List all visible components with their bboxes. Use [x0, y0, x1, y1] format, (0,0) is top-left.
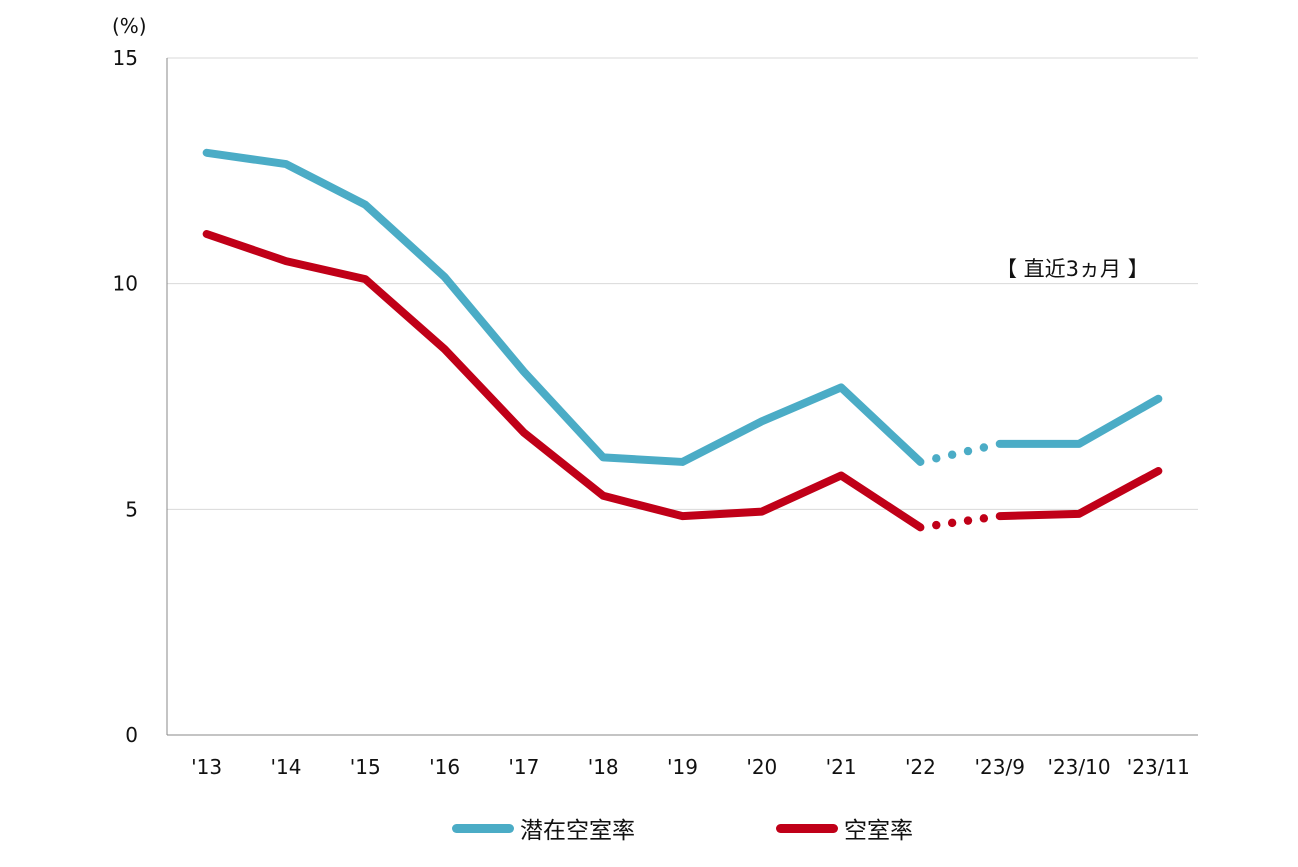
- series-1-dotted-point-2: [947, 518, 957, 528]
- series-0-dotted-point-3: [963, 446, 973, 456]
- y-tick-label-15: 15: [113, 46, 138, 70]
- series-1-dotted-point-1: [932, 520, 941, 530]
- series-1-dotted-point-4: [979, 514, 989, 523]
- series-1-dotted-point-3: [963, 516, 973, 525]
- x-tick-label-12: '23/11: [1127, 755, 1190, 779]
- series-0-dotted-point-1: [932, 454, 941, 463]
- legend-item-vacancy: 空室率: [776, 810, 913, 846]
- x-tick-label-2: '15: [350, 755, 381, 779]
- series-0-line-annual: [202, 148, 925, 466]
- x-tick-label-4: '17: [508, 755, 539, 779]
- y-tick-label-5: 5: [125, 497, 138, 521]
- axes: [166, 58, 1198, 736]
- x-tick-label-3: '16: [429, 755, 460, 779]
- recent-3-months-annotation: 【 直近3ヵ月 】: [996, 257, 1149, 281]
- legend-swatch-vacancy: [776, 823, 838, 833]
- legend-label-latent-vacancy: 潜在空室率: [520, 818, 635, 844]
- y-axis-unit-label: (%): [112, 14, 147, 38]
- x-tick-label-10: '23/9: [975, 755, 1025, 779]
- x-tick-label-11: '23/10: [1047, 755, 1110, 779]
- series-1-line-annual: [202, 230, 925, 532]
- legend-swatch-latent-vacancy: [452, 823, 514, 833]
- x-tick-label-6: '19: [667, 755, 698, 779]
- series-0-dotted-point-4: [979, 443, 989, 452]
- x-tick-label-9: '22: [905, 755, 936, 779]
- x-tick-label-8: '21: [826, 755, 857, 779]
- series-lines: [202, 148, 1163, 532]
- legend-label-vacancy: 空室率: [844, 818, 913, 844]
- legend-item-latent-vacancy: 潜在空室率: [452, 810, 635, 846]
- x-tick-labels: '13 '14 '15 '16 '17 '18 '19 '20 '21 '22 '23/9 '23/1…: [191, 755, 1190, 779]
- x-tick-label-1: '14: [270, 755, 301, 779]
- x-tick-label-0: '13: [191, 755, 222, 779]
- x-tick-label-7: '20: [746, 755, 777, 779]
- y-tick-label-10: 10: [113, 272, 138, 296]
- y-tick-labels: 0 5 10 15: [113, 46, 138, 747]
- series-0-dotted-point-2: [947, 450, 957, 459]
- x-tick-label-5: '18: [588, 755, 619, 779]
- series-0-line-monthly: [995, 394, 1163, 448]
- y-tick-label-0: 0: [125, 723, 138, 747]
- gridlines: [167, 57, 1198, 510]
